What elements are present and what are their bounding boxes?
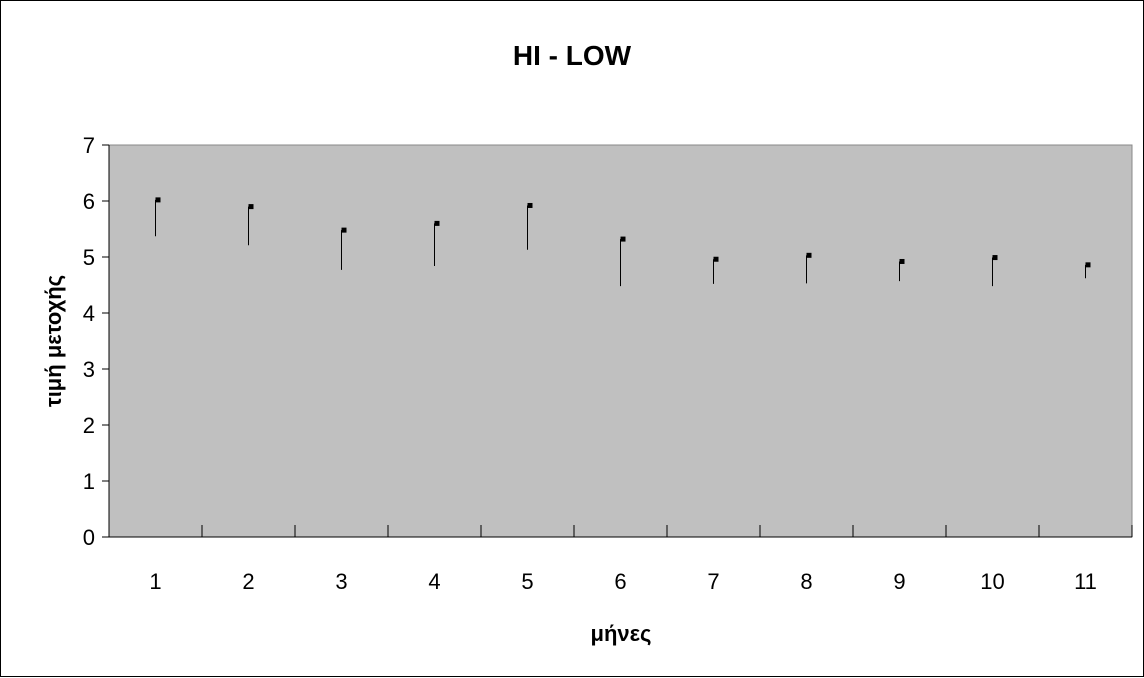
x-tick-label: 11 [1074, 569, 1097, 594]
x-tick-label: 10 [980, 569, 1004, 594]
close-marker [620, 236, 626, 242]
y-tick-label: 4 [83, 301, 95, 326]
y-axis-title: τιμή μετοχής [41, 275, 66, 407]
y-tick-label: 3 [83, 357, 95, 382]
y-tick-label: 1 [83, 469, 95, 494]
close-marker [1085, 262, 1091, 268]
y-tick-label: 5 [83, 245, 95, 270]
close-marker [806, 252, 812, 258]
x-tick-label: 4 [428, 569, 440, 594]
y-tick-label: 0 [83, 525, 95, 550]
x-tick-label: 6 [614, 569, 626, 594]
y-tick-label: 2 [83, 413, 95, 438]
close-marker [434, 220, 440, 226]
y-tick-label: 6 [83, 189, 95, 214]
close-marker [992, 255, 998, 261]
plot-area [108, 144, 1133, 538]
close-marker [155, 197, 161, 203]
x-tick-label: 5 [521, 569, 533, 594]
x-tick-label: 8 [800, 569, 812, 594]
x-tick-label: 3 [335, 569, 347, 594]
x-axis: 1 2 3 4 5 6 7 8 9 10 11 [108, 525, 1133, 594]
chart-title: HI - LOW [513, 40, 632, 71]
x-tick-label: 9 [893, 569, 905, 594]
x-tick-label: 2 [242, 569, 254, 594]
hi-low-marks [155, 197, 1091, 287]
close-marker [248, 204, 254, 210]
close-marker [527, 202, 533, 208]
close-marker [713, 256, 719, 262]
close-marker [341, 227, 347, 233]
x-axis-title: μήνες [590, 621, 651, 646]
x-tick-label: 1 [149, 569, 161, 594]
x-tick-label: 7 [707, 569, 719, 594]
y-tick-label: 7 [83, 133, 95, 158]
close-marker [899, 258, 905, 264]
y-axis: 0 1 2 3 4 5 6 7 [83, 133, 110, 550]
